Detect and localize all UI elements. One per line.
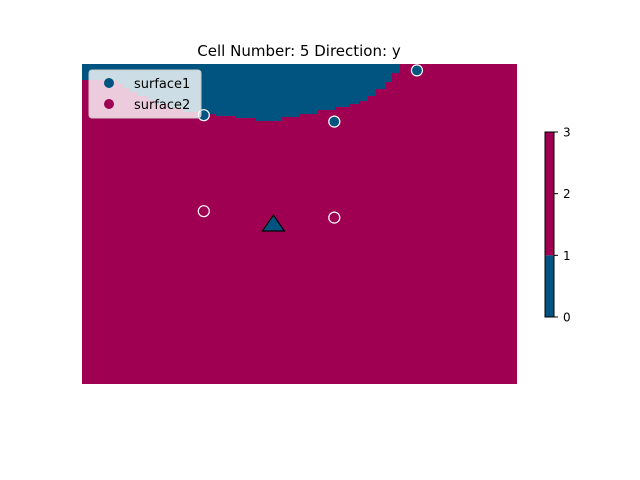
colorbar-segment-1 xyxy=(545,132,554,256)
legend: surface1 surface2 xyxy=(88,69,202,119)
legend-label-surface1: surface1 xyxy=(134,77,190,92)
colorbar-segments xyxy=(545,132,554,317)
data-point-surface1-1 xyxy=(328,115,341,128)
colorbar-tick-label-3: 3 xyxy=(563,126,571,140)
legend-label-surface2: surface2 xyxy=(134,98,190,113)
triangle-marker xyxy=(261,213,286,232)
colorbar-ticks: 0 1 2 3 xyxy=(554,126,571,325)
legend-frame xyxy=(88,69,202,119)
points-layer xyxy=(197,64,424,224)
colorbar-tick-label-0: 0 xyxy=(563,311,571,325)
colorbar-tick-label-2: 2 xyxy=(563,187,571,201)
data-point-surface2-3 xyxy=(197,205,210,218)
chart-title: Cell Number: 5 Direction: y xyxy=(197,42,401,60)
colorbar-tick-label-1: 1 xyxy=(563,249,571,263)
data-point-surface2-4 xyxy=(328,211,341,224)
legend-marker-surface1 xyxy=(104,78,114,88)
marker-layer xyxy=(261,213,286,232)
data-point-surface1-2 xyxy=(410,64,424,77)
colorbar-segment-0 xyxy=(545,255,554,317)
legend-marker-surface2 xyxy=(104,99,114,109)
colorbar: 0 1 2 3 xyxy=(544,126,571,325)
colorbar-frame xyxy=(544,131,555,318)
